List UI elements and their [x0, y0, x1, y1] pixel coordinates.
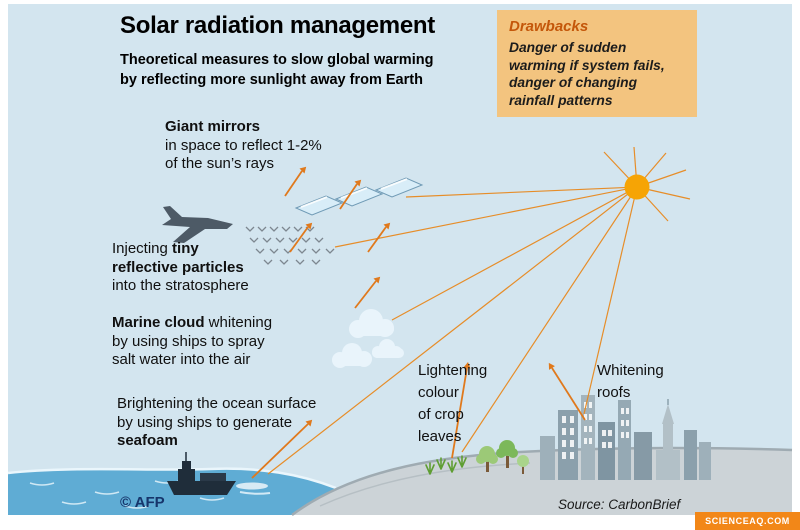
coast-road: [319, 462, 531, 507]
drawbacks-box: Drawbacks Danger of sudden warming if sy…: [497, 10, 697, 117]
particles-bold-1: tiny: [172, 240, 199, 257]
ship-icon: [167, 452, 236, 495]
trees: [476, 440, 529, 474]
drawbacks-line: warming if system fails,: [509, 57, 665, 73]
roofs-line-2: roofs: [597, 384, 631, 401]
particles-line-3: into the stratosphere: [112, 277, 249, 294]
arrowheads: [299, 166, 555, 427]
mirror-panels: [294, 177, 424, 216]
seafoam-bold-text: seafoam: [117, 432, 178, 449]
wave-lines: [29, 480, 225, 509]
marine-line-2: by using ships to spray: [112, 332, 265, 350]
wave-crest: [7, 467, 337, 490]
mirrors-line-3: of the sun’s rays: [165, 155, 274, 172]
drawbacks-line: rainfall patterns: [509, 92, 613, 108]
afp-credit: © AFP: [120, 494, 165, 511]
crops-line-3: of crop: [418, 406, 464, 423]
crops-line-1: Lightening: [418, 362, 488, 379]
label-whitening-roofs: Whitening roofs: [597, 360, 664, 404]
label-marine-cloud: Marine cloud whitening by using ships to…: [112, 314, 272, 370]
source-credit: Source: CarbonBrief: [558, 497, 681, 512]
marine-rest-text: whitening: [204, 314, 273, 331]
sun-icon: [624, 174, 650, 200]
page-title: Solar radiation management: [120, 12, 435, 39]
label-crop-leaves: Lightening colour of crop leaves: [418, 360, 487, 448]
roofs-line-1: Whitening: [597, 362, 664, 379]
crops-line-2: colour: [418, 384, 459, 401]
mirrors-bold-text: Giant mirrors: [165, 118, 261, 135]
city-skyline: [540, 395, 711, 480]
seafoam-line-2: by using ships to generate: [117, 413, 293, 431]
subtitle-line-2: by reflecting more sunlight away from Ea…: [120, 72, 423, 88]
clouds: [332, 309, 404, 368]
watermark: SCIENCEAQ.COM: [695, 512, 800, 530]
church-icon: [656, 399, 680, 480]
seafoam-line-1: Brightening the ocean surface: [117, 395, 317, 412]
particles-bold-2: reflective particles: [112, 258, 244, 276]
drawbacks-line: danger of changing: [509, 75, 638, 90]
drawbacks-heading: Drawbacks: [509, 18, 589, 35]
marine-bold-text: Marine cloud: [112, 314, 205, 331]
page-subtitle: Theoretical measures to slow global warm…: [120, 50, 433, 90]
ocean: [7, 467, 337, 515]
marine-line-3: salt water into the air: [112, 351, 251, 368]
sun-rays: [267, 146, 691, 475]
label-reflective-particles: Injecting tiny reflective particles into…: [112, 240, 249, 296]
airplane-icon: [162, 206, 233, 243]
particles-pre-text: Injecting: [112, 240, 173, 257]
label-seafoam: Brightening the ocean surface by using s…: [117, 395, 316, 451]
crops: [425, 455, 467, 475]
crops-line-4: leaves: [418, 428, 462, 445]
seafoam-patch: [236, 482, 271, 495]
reflect-arrows: [251, 170, 586, 479]
label-giant-mirrors: Giant mirrors in space to reflect 1-2% o…: [165, 118, 322, 174]
drawbacks-line: Danger of sudden: [509, 40, 627, 55]
particles: [245, 226, 335, 265]
mirrors-line-2: in space to reflect 1-2%: [165, 136, 322, 154]
subtitle-line-1: Theoretical measures to slow global warm…: [120, 52, 434, 68]
